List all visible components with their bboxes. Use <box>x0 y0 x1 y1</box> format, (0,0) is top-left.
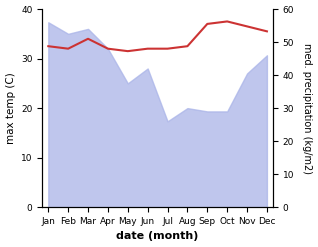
X-axis label: date (month): date (month) <box>116 231 199 242</box>
Y-axis label: med. precipitation (kg/m2): med. precipitation (kg/m2) <box>302 43 313 174</box>
Y-axis label: max temp (C): max temp (C) <box>5 72 16 144</box>
